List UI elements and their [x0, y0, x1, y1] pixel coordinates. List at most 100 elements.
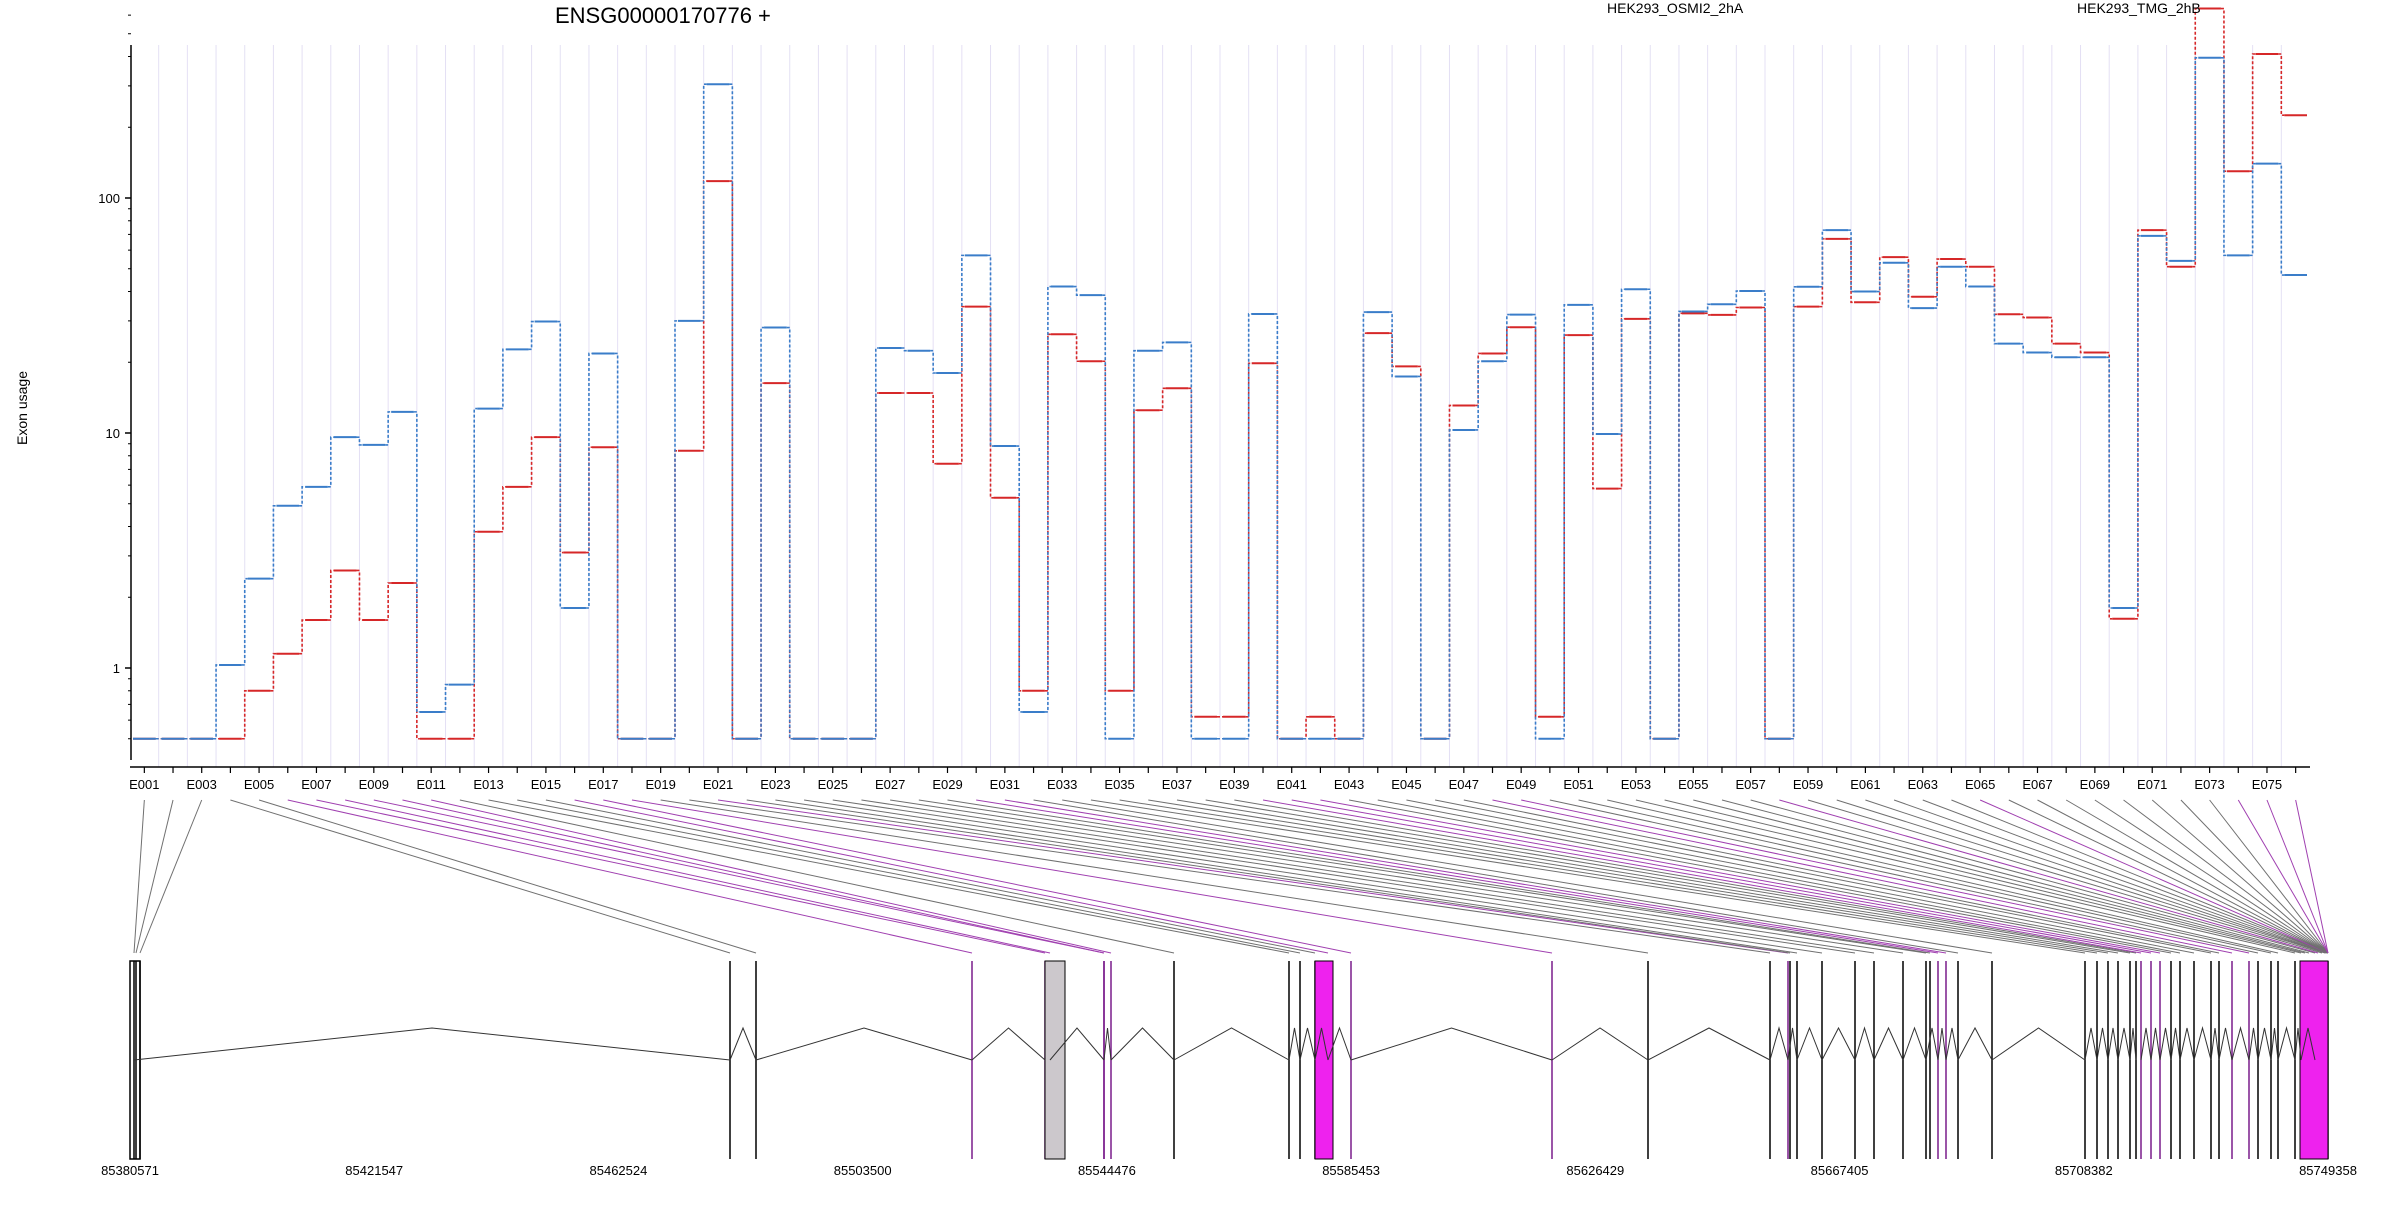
step-connector: [1962, 258, 1969, 268]
x-tick-label: E073: [2194, 777, 2224, 792]
exon-connector: [431, 799, 1112, 954]
intron-line: [1288, 1027, 1301, 1061]
exon-connector: [1148, 799, 2109, 954]
intron-line: [2170, 1027, 2181, 1061]
step-connector: [2020, 313, 2027, 319]
exon-connector: [1262, 799, 2142, 954]
exon-connector: [2151, 799, 2329, 954]
exon-connector: [2123, 799, 2329, 954]
exon-connector: [545, 799, 1316, 954]
intron-line: [2218, 1027, 2233, 1061]
exon-connector: [2008, 799, 2329, 954]
step-connector: [1675, 310, 1682, 740]
legend-entry-series-2: HEK293_TMG_2hB: [2077, 0, 2201, 16]
x-tick-label: E015: [531, 777, 561, 792]
step-connector: [1245, 313, 1252, 740]
exon-connector: [1205, 799, 2131, 954]
intron-line: [1902, 1026, 1927, 1061]
step-connector: [1503, 326, 1510, 355]
step-connector: [1819, 229, 1826, 288]
exon-connector: [775, 799, 1798, 954]
step-connector: [1073, 333, 1080, 363]
step-connector: [2249, 162, 2256, 257]
exon-connector: [1664, 799, 2302, 954]
gridlines: [158, 45, 2282, 767]
step-connector: [213, 664, 220, 740]
exon-connector: [832, 799, 1856, 954]
exon-connector: [1119, 799, 2098, 954]
exon-connector: [1320, 799, 2161, 954]
intron-line: [2257, 1027, 2272, 1061]
step-connector: [2278, 53, 2285, 117]
x-tick-label: E057: [1735, 777, 1765, 792]
intron-line: [1925, 1027, 1939, 1061]
exon-connector: [1377, 799, 2181, 954]
exon-connector: [1176, 799, 2119, 954]
series-layer: [133, 7, 2307, 740]
step-connector: [2048, 351, 2055, 359]
exon-connector: [287, 799, 973, 954]
step-connector: [1130, 349, 1137, 740]
step-connector: [1704, 312, 1711, 316]
axes: 1 10 100 E001 E003 E005 E007 E009 E011 E013 E015 E0…: [98, 14, 2310, 792]
step-connector: [385, 411, 392, 446]
exon-connector: [1836, 799, 2326, 954]
step-connector: [2077, 342, 2084, 354]
genomic-position-label: 85544476: [1078, 1163, 1136, 1178]
x-tick-label: E027: [875, 777, 905, 792]
exon-connector: [1004, 799, 1947, 954]
step-connector: [1618, 288, 1625, 435]
exon-connector: [2295, 799, 2329, 954]
step-connector: [557, 320, 564, 609]
gene-model: 85380571 85421547 85462524 85503500 85544476…: [101, 960, 2357, 1178]
step-connector: [1647, 288, 1654, 740]
genomic-position-label: 85380571: [101, 1163, 159, 1178]
exon-connector: [230, 799, 731, 954]
exon-connector: [1635, 799, 2296, 954]
exon-connector: [1348, 799, 2172, 954]
exon-connector: [1693, 799, 2306, 954]
step-connector: [413, 411, 420, 713]
exon-connector: [603, 799, 1352, 954]
exon-connector: [1463, 799, 2220, 954]
exon-connector: [1922, 799, 2329, 954]
step-connector: [2278, 162, 2285, 276]
y-tick-label: 1: [113, 661, 120, 676]
step-connector: [2134, 235, 2141, 609]
step-connector: [1733, 290, 1740, 306]
exon-connector: [1893, 799, 2328, 954]
exon-connector: [890, 799, 1904, 954]
step-connector: [385, 582, 392, 621]
intron-line: [133, 1027, 731, 1061]
exon-connector: [135, 799, 174, 954]
exon-connector: [1062, 799, 1993, 954]
step-connector: [1102, 360, 1109, 692]
step-connector: [1130, 409, 1137, 692]
intron-line: [1049, 1027, 1105, 1061]
step-connector: [585, 352, 592, 609]
exon-connector: [402, 799, 1105, 954]
intron-line: [1991, 1027, 2086, 1061]
exon-connector: [2209, 799, 2329, 954]
intron-line: [1854, 1026, 1875, 1061]
exon-connector: [517, 799, 1301, 954]
exon-connector: [1090, 799, 2086, 954]
step-connector: [327, 569, 334, 621]
intron-line: [2129, 1027, 2137, 1061]
intron-line: [2294, 1027, 2302, 1061]
step-connector: [356, 569, 363, 621]
genomic-position-label: 85667405: [1811, 1163, 1869, 1178]
intron-line: [755, 1027, 973, 1061]
step-connector: [2192, 56, 2199, 262]
x-tick-label: E035: [1104, 777, 1134, 792]
step-connector: [1589, 304, 1596, 435]
step-connector: [2106, 356, 2113, 609]
intron-line: [1314, 1027, 1329, 1061]
step-connector: [729, 83, 736, 740]
x-tick-label: E003: [187, 777, 217, 792]
exon-connector: [1607, 799, 2279, 954]
step-connector: [2163, 235, 2170, 262]
step-connector: [1475, 352, 1482, 407]
exon-block: [1044, 960, 1066, 1160]
